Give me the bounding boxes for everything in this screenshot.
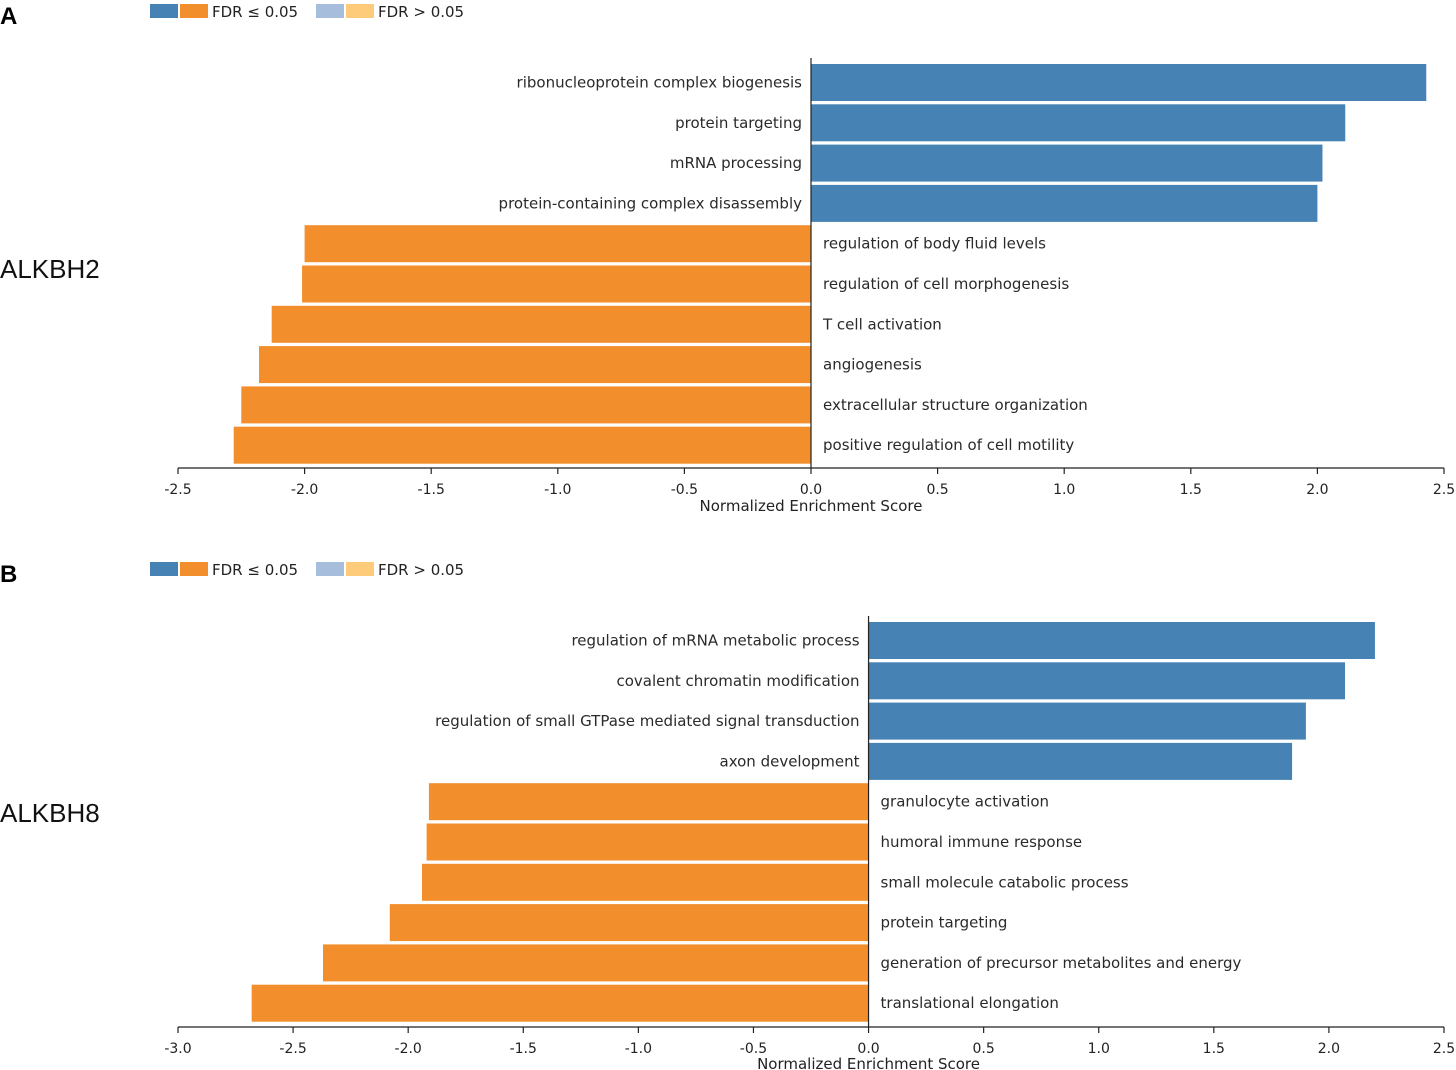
bar — [233, 426, 812, 464]
legend-item: FDR > 0.05 — [316, 561, 464, 579]
bar — [304, 225, 811, 263]
x-tick-label: 1.5 — [1203, 1041, 1225, 1057]
panel-letter: B — [0, 561, 17, 588]
legend-item: FDR > 0.05 — [316, 3, 464, 21]
category-label: regulation of small GTPase mediated sign… — [435, 712, 859, 730]
category-label: axon development — [720, 752, 860, 770]
category-label: generation of precursor metabolites and … — [881, 954, 1242, 972]
category-label: mRNA processing — [670, 154, 802, 172]
bar — [259, 346, 811, 384]
bar — [811, 184, 1318, 222]
x-tick-label: -1.0 — [544, 482, 571, 498]
bar — [271, 305, 812, 343]
bar — [868, 742, 1293, 780]
legend-swatch — [150, 4, 178, 18]
x-tick-label: 0.5 — [973, 1041, 995, 1057]
bar — [426, 823, 869, 861]
legend-label: FDR > 0.05 — [378, 561, 464, 579]
bar — [323, 944, 869, 982]
bar — [811, 104, 1346, 142]
legend-swatch — [150, 562, 178, 576]
x-tick-label: -2.0 — [291, 482, 318, 498]
x-tick-label: -2.5 — [279, 1041, 306, 1057]
x-tick-label: 1.5 — [1180, 482, 1202, 498]
bar — [811, 64, 1427, 101]
legend-swatch — [180, 562, 208, 576]
x-tick-label: -2.5 — [164, 482, 191, 498]
x-tick-label: -0.5 — [740, 1041, 767, 1057]
legend-swatch — [180, 4, 208, 18]
category-label: regulation of body fluid levels — [823, 235, 1046, 253]
x-tick-label: 0.0 — [800, 482, 822, 498]
bar — [811, 144, 1323, 182]
panel-b: B FDR ≤ 0.05 FDR > 0.05 ALKBH8 regulation of… — [0, 561, 1455, 1070]
x-tick-label: -1.5 — [418, 482, 445, 498]
category-label: translational elongation — [881, 994, 1059, 1012]
category-label: granulocyte activation — [881, 793, 1050, 811]
category-label: regulation of cell morphogenesis — [823, 275, 1069, 293]
category-label: ribonucleoprotein complex biogenesis — [517, 74, 803, 92]
category-label: protein targeting — [881, 914, 1008, 932]
category-label: protein-containing complex disassembly — [499, 194, 803, 212]
x-tick-label: -1.5 — [510, 1041, 537, 1057]
bar — [428, 783, 869, 821]
legend-swatch — [346, 562, 374, 576]
x-tick-label: -3.0 — [164, 1041, 191, 1057]
legend-label: FDR ≤ 0.05 — [212, 3, 298, 21]
category-label: humoral immune response — [881, 833, 1083, 851]
legend-swatch — [346, 4, 374, 18]
legend-item: FDR ≤ 0.05 — [150, 3, 298, 21]
x-tick-label: -2.0 — [395, 1041, 422, 1057]
x-tick-label: -1.0 — [625, 1041, 652, 1057]
bar — [302, 265, 811, 303]
category-label: regulation of mRNA metabolic process — [571, 632, 859, 650]
legend: FDR ≤ 0.05 FDR > 0.05 — [150, 561, 464, 579]
category-label: small molecule catabolic process — [881, 873, 1129, 891]
category-label: covalent chromatin modification — [616, 672, 859, 690]
x-axis-title: Normalized Enrichment Score — [700, 497, 923, 515]
x-tick-label: 0.5 — [926, 482, 948, 498]
x-tick-label: 2.5 — [1433, 482, 1455, 498]
legend-swatch — [316, 4, 344, 18]
x-tick-label: -0.5 — [671, 482, 698, 498]
category-label: protein targeting — [675, 114, 802, 132]
bar — [251, 984, 869, 1022]
gene-label: ALKBH2 — [0, 254, 100, 284]
panel-letter: A — [0, 3, 17, 30]
legend-swatch — [316, 562, 344, 576]
bar — [868, 662, 1346, 700]
x-tick-label: 0.0 — [857, 1041, 879, 1057]
legend: FDR ≤ 0.05 FDR > 0.05 — [150, 3, 464, 21]
x-axis-title: Normalized Enrichment Score — [757, 1055, 980, 1070]
bar — [241, 386, 812, 424]
x-tick-label: 2.0 — [1318, 1041, 1340, 1057]
category-label: angiogenesis — [823, 356, 922, 374]
x-tick-label: 1.0 — [1088, 1041, 1110, 1057]
bar — [868, 702, 1306, 740]
bar — [868, 622, 1375, 659]
legend-label: FDR > 0.05 — [378, 3, 464, 21]
bar — [389, 904, 869, 942]
category-label: extracellular structure organization — [823, 396, 1088, 414]
legend-item: FDR ≤ 0.05 — [150, 561, 298, 579]
x-tick-label: 1.0 — [1053, 482, 1075, 498]
x-tick-label: 2.5 — [1433, 1041, 1455, 1057]
category-label: T cell activation — [822, 315, 942, 333]
x-tick-label: 2.0 — [1306, 482, 1328, 498]
category-label: positive regulation of cell motility — [823, 436, 1074, 454]
legend-label: FDR ≤ 0.05 — [212, 561, 298, 579]
gene-label: ALKBH8 — [0, 798, 100, 828]
panel-a: A FDR ≤ 0.05 FDR > 0.05 ALKBH2 ribonucleopro… — [0, 3, 1455, 515]
bar — [421, 863, 869, 901]
